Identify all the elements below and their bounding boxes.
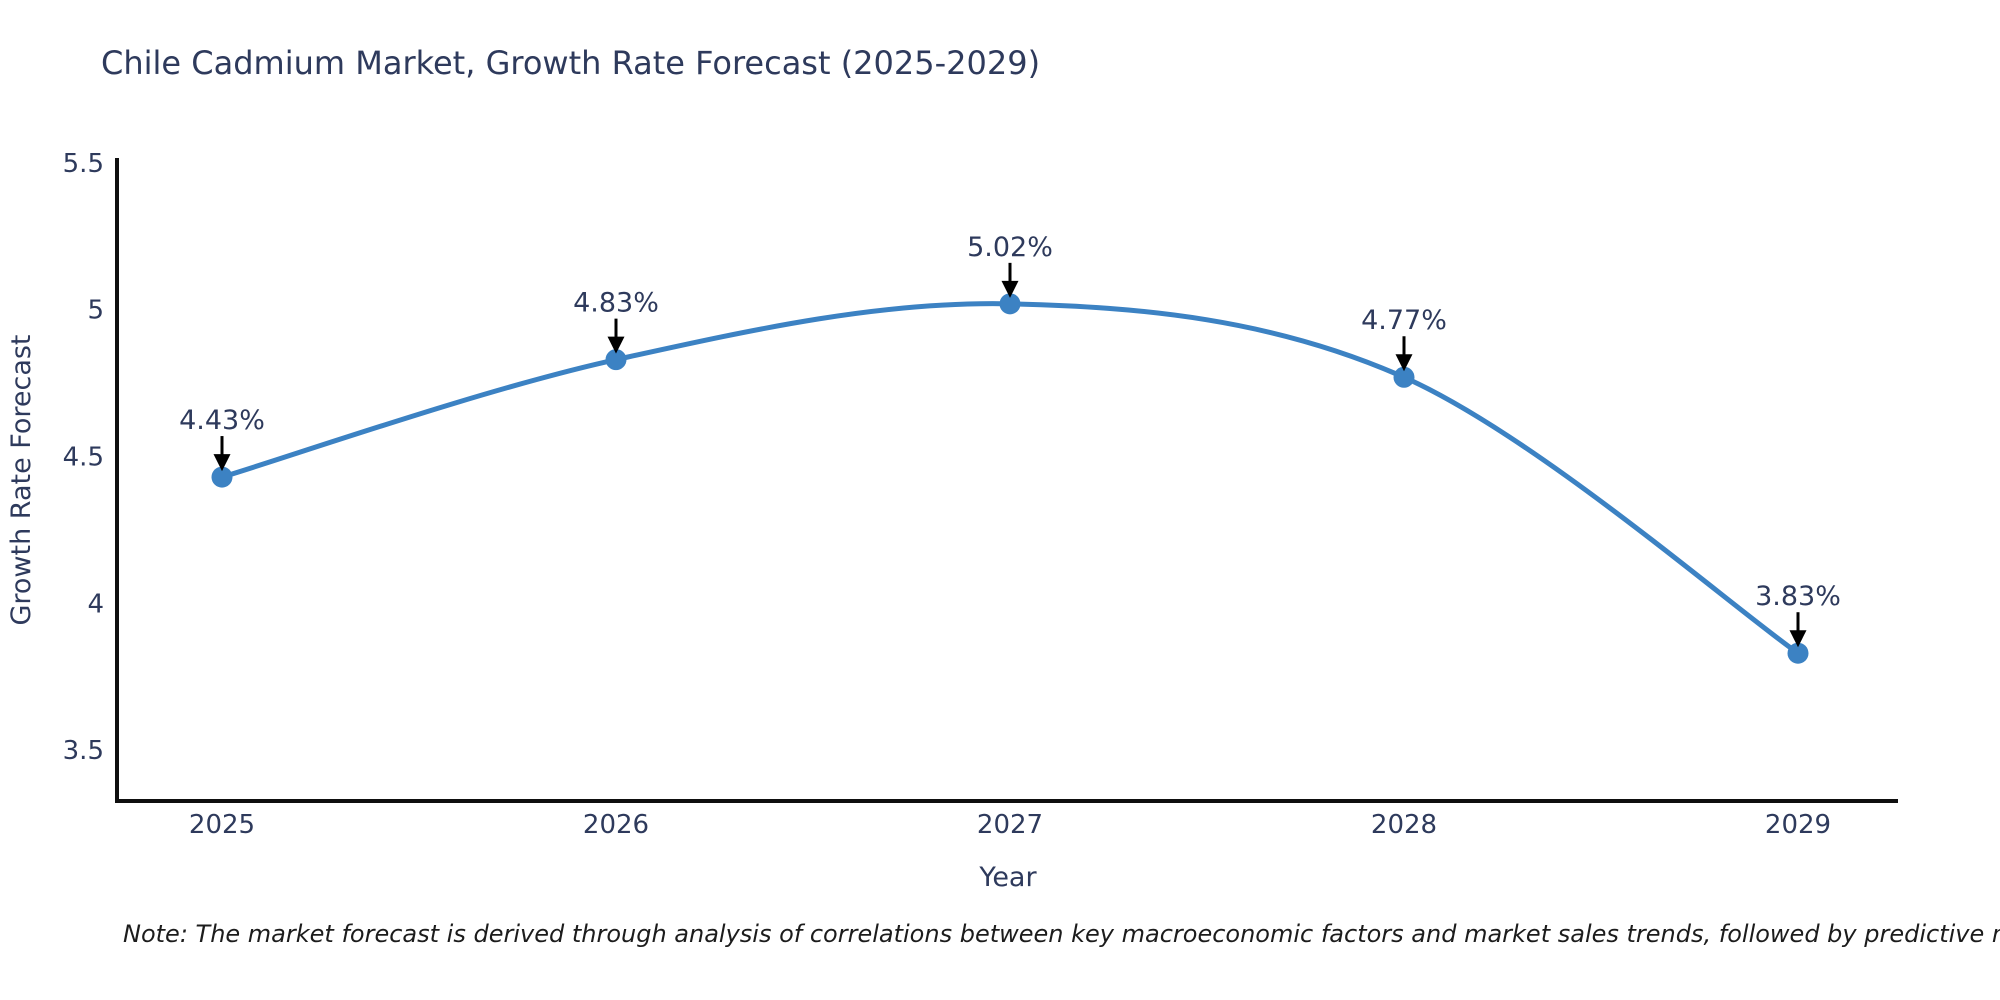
y-tick-label: 5 [87, 296, 104, 326]
y-tick-label: 4.5 [63, 443, 104, 473]
point-annotation: 4.43% [179, 405, 265, 472]
data-point-marker [999, 293, 1021, 315]
x-tick-label: 2029 [1765, 810, 1831, 840]
x-tick-label: 2028 [1371, 810, 1437, 840]
data-point-marker [605, 349, 627, 371]
chart-title: Chile Cadmium Market, Growth Rate Foreca… [101, 44, 1040, 82]
axes [115, 158, 1898, 803]
data-point-marker [211, 466, 233, 488]
annotation-arrowhead [1395, 354, 1413, 372]
x-tick-label: 2026 [583, 810, 649, 840]
point-annotation-label: 3.83% [1755, 581, 1841, 612]
y-tick-label: 4 [87, 589, 104, 619]
annotation-arrowhead [213, 454, 231, 472]
y-axis-title: Growth Rate Forecast [6, 334, 37, 625]
annotations-group: 4.43% 4.83% 5.02% 4.77% 3.83% [179, 232, 1841, 648]
point-annotation-label: 4.77% [1361, 305, 1447, 336]
point-annotation-label: 4.83% [573, 288, 659, 319]
series-line [219, 301, 1801, 656]
point-annotation: 4.83% [573, 288, 659, 354]
y-tick-label: 5.5 [63, 149, 104, 179]
annotation-arrowhead [607, 336, 625, 354]
annotation-arrowhead [1789, 630, 1807, 648]
footnote: Note: The market forecast is derived thr… [123, 920, 2000, 948]
point-annotation: 4.77% [1361, 305, 1447, 372]
data-point-marker [1393, 366, 1415, 388]
y-axis-ticks: 3.5 4 4.5 5 5.5 [63, 149, 104, 766]
point-annotation: 5.02% [967, 232, 1053, 298]
point-annotation-label: 4.43% [179, 405, 265, 436]
data-point-marker [1787, 642, 1809, 664]
point-annotation: 3.83% [1755, 581, 1841, 648]
annotation-arrowhead [1001, 280, 1019, 298]
point-annotation-label: 5.02% [967, 232, 1053, 263]
series-group [211, 293, 1809, 664]
y-tick-label: 3.5 [63, 736, 104, 766]
x-tick-label: 2027 [977, 810, 1043, 840]
x-axis-title: Year [978, 862, 1037, 893]
x-axis-ticks: 2025 2026 2027 2028 2029 [189, 810, 1831, 840]
x-tick-label: 2025 [189, 810, 255, 840]
